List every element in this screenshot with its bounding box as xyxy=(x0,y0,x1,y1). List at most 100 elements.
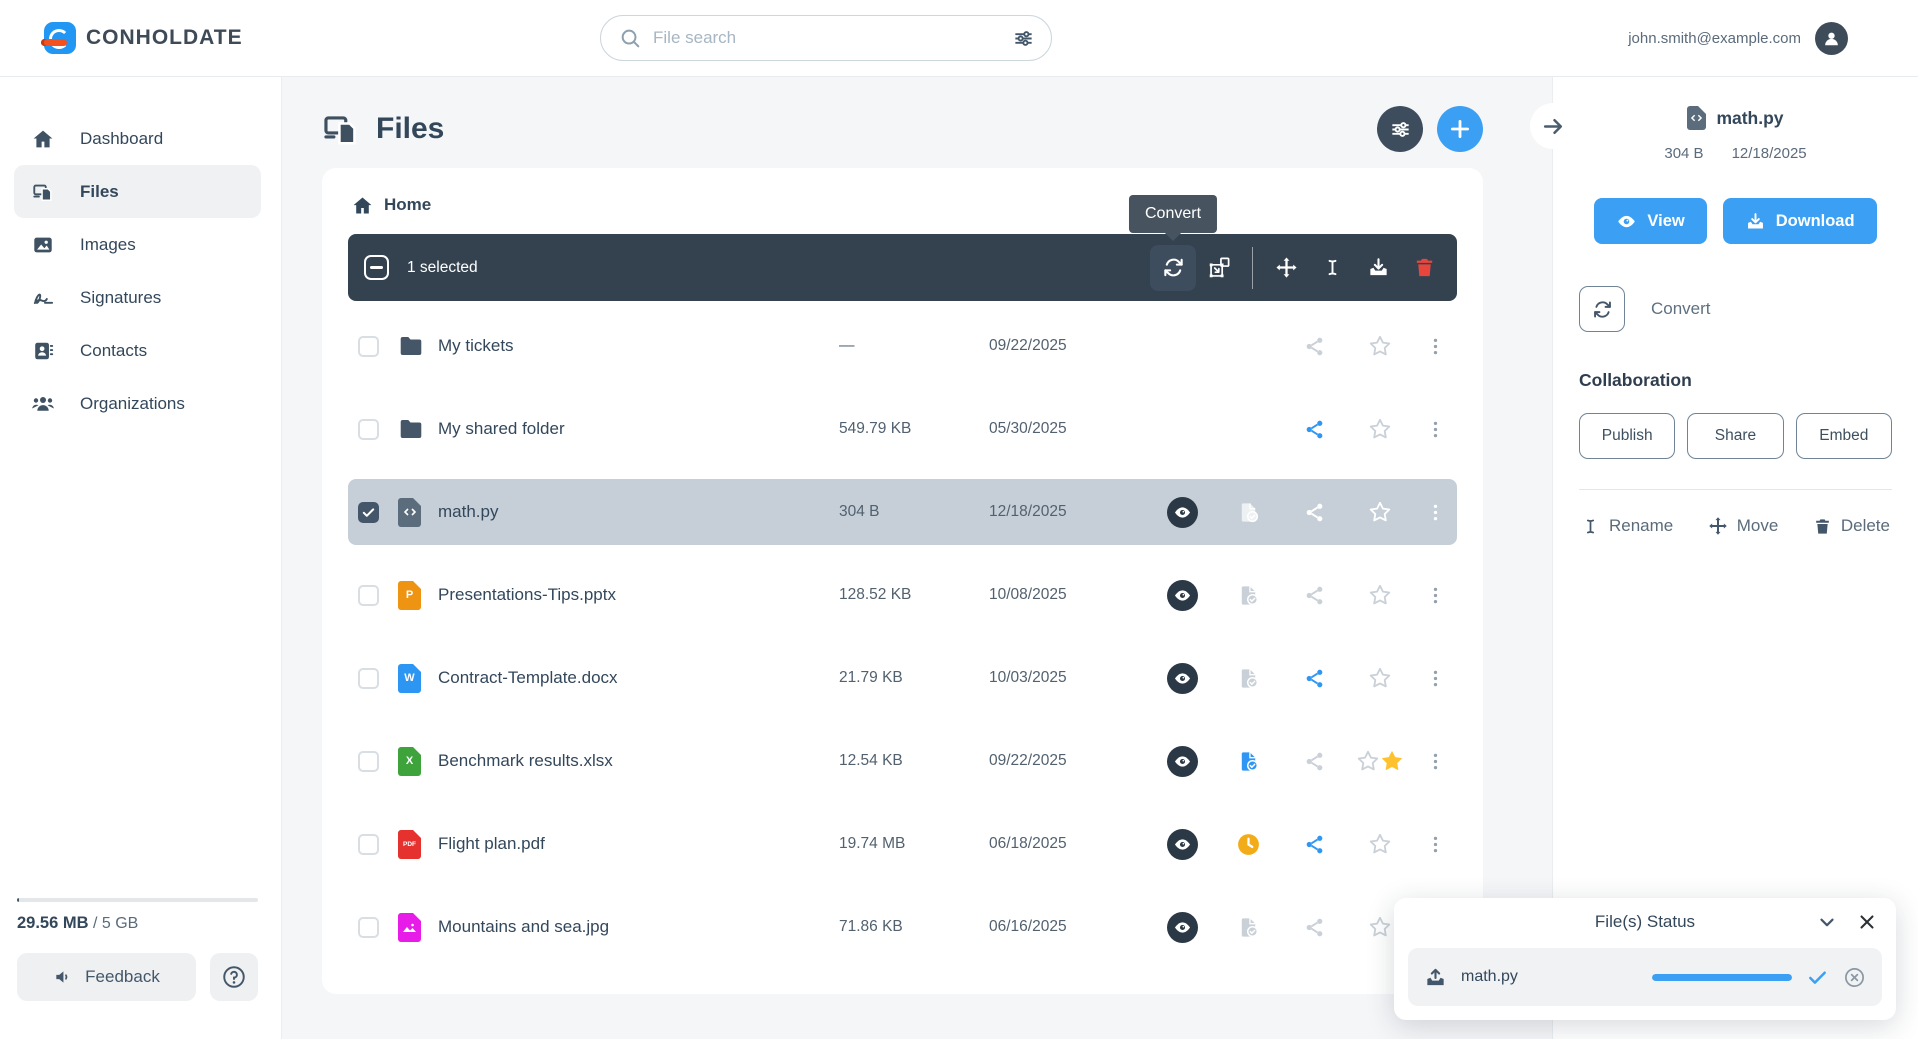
file-name[interactable]: math.py xyxy=(438,502,499,521)
preview-eye-icon[interactable] xyxy=(1166,745,1198,777)
search-filter-icon[interactable] xyxy=(1012,27,1035,50)
favorite-star-icon[interactable] xyxy=(1347,583,1413,607)
file-status-icon[interactable] xyxy=(1215,750,1281,773)
table-row[interactable]: P W X PDF My shared folder 549.79 KB 05/… xyxy=(348,396,1457,462)
row-checkbox[interactable] xyxy=(358,667,379,689)
file-size: 549.79 KB xyxy=(839,420,912,437)
file-size: 71.86 KB xyxy=(839,918,903,935)
file-status-icon[interactable] xyxy=(1215,584,1281,607)
row-menu-icon[interactable] xyxy=(1413,668,1457,689)
share-icon[interactable] xyxy=(1281,584,1347,607)
download-button[interactable] xyxy=(1355,245,1401,291)
sidebar-item-dashboard[interactable]: Dashboard xyxy=(0,112,281,165)
preview-eye-icon[interactable] xyxy=(1166,579,1198,611)
view-settings-button[interactable] xyxy=(1377,106,1423,152)
sidebar-item-organizations[interactable]: Organizations xyxy=(0,377,281,430)
feedback-button[interactable]: Feedback xyxy=(17,953,196,1001)
favorite-star-icon[interactable] xyxy=(1347,417,1413,441)
table-row[interactable]: P W X PDF Contract-Template.docx 21.79 K… xyxy=(348,645,1457,711)
move-button[interactable] xyxy=(1263,245,1309,291)
search-input[interactable] xyxy=(653,28,1012,48)
delete-button[interactable] xyxy=(1401,245,1447,291)
row-menu-icon[interactable] xyxy=(1413,419,1457,440)
file-status-icon[interactable] xyxy=(1215,501,1281,524)
share-icon[interactable] xyxy=(1281,501,1347,524)
file-name[interactable]: Contract-Template.docx xyxy=(438,668,618,687)
row-menu-icon[interactable] xyxy=(1413,336,1457,357)
favorite-star-icon[interactable] xyxy=(1347,500,1413,524)
close-icon[interactable] xyxy=(1856,911,1878,933)
file-name[interactable]: My tickets xyxy=(438,336,514,355)
merge-button[interactable] xyxy=(1196,245,1242,291)
convert-button[interactable]: Convert xyxy=(1128,194,1218,291)
row-menu-icon[interactable] xyxy=(1413,751,1457,772)
row-checkbox[interactable] xyxy=(358,916,379,938)
file-name[interactable]: Benchmark results.xlsx xyxy=(438,751,613,770)
file-name[interactable]: My shared folder xyxy=(438,419,565,438)
file-name[interactable]: Mountains and sea.jpg xyxy=(438,917,610,936)
favorite-star-icon[interactable] xyxy=(1347,915,1413,939)
row-checkbox[interactable] xyxy=(358,750,379,772)
table-row[interactable]: P W X PDF My tickets — 09/22/2025 xyxy=(348,313,1457,379)
row-checkbox[interactable] xyxy=(358,584,379,606)
favorite-star-icon[interactable] xyxy=(1347,749,1413,773)
rename-button-panel[interactable]: Rename xyxy=(1581,516,1673,536)
selected-count: 1 selected xyxy=(407,258,478,276)
file-status-icon[interactable] xyxy=(1215,916,1281,939)
convert-square-button[interactable] xyxy=(1579,286,1625,332)
chevron-down-icon[interactable] xyxy=(1816,911,1838,933)
search-bar[interactable] xyxy=(600,15,1052,61)
view-button[interactable]: View xyxy=(1594,198,1707,244)
table-row[interactable]: P W X PDF Benchmark results.xlsx 12.54 K… xyxy=(348,728,1457,794)
favorite-star-icon[interactable] xyxy=(1347,334,1413,358)
share-icon[interactable] xyxy=(1281,833,1347,856)
favorite-star-icon[interactable] xyxy=(1347,832,1413,856)
sidebar-item-images[interactable]: Images xyxy=(0,218,281,271)
file-status-icon[interactable] xyxy=(1215,667,1281,690)
select-all-checkbox[interactable] xyxy=(364,255,389,280)
preview-eye-icon[interactable] xyxy=(1166,911,1198,943)
collapse-panel-button[interactable] xyxy=(1530,103,1576,149)
file-name[interactable]: Flight plan.pdf xyxy=(438,834,545,853)
move-button-panel[interactable]: Move xyxy=(1708,516,1778,536)
download-button-panel[interactable]: Download xyxy=(1722,198,1877,244)
share-icon[interactable] xyxy=(1281,418,1347,441)
row-checkbox[interactable] xyxy=(358,833,379,855)
favorite-star-icon[interactable] xyxy=(1347,666,1413,690)
share-icon[interactable] xyxy=(1281,667,1347,690)
add-file-button[interactable] xyxy=(1437,106,1483,152)
table-row[interactable]: P W X PDF Presentations-Tips.pptx 128.52… xyxy=(348,562,1457,628)
share-icon[interactable] xyxy=(1281,750,1347,773)
share-icon[interactable] xyxy=(1281,335,1347,358)
sidebar-item-contacts[interactable]: Contacts xyxy=(0,324,281,377)
embed-button[interactable]: Embed xyxy=(1795,413,1892,459)
sidebar-item-signatures[interactable]: Signatures xyxy=(0,271,281,324)
share-icon[interactable] xyxy=(1281,916,1347,939)
preview-eye-icon[interactable] xyxy=(1166,662,1198,694)
row-menu-icon[interactable] xyxy=(1413,834,1457,855)
file-name[interactable]: Presentations-Tips.pptx xyxy=(438,585,616,604)
row-menu-icon[interactable] xyxy=(1413,502,1457,523)
share-button[interactable]: Share xyxy=(1687,413,1784,459)
row-checkbox[interactable] xyxy=(358,335,379,357)
delete-button-panel[interactable]: Delete xyxy=(1813,516,1890,536)
toolbar-divider xyxy=(1252,246,1253,289)
brand-logo[interactable]: CONHOLDATE xyxy=(41,22,243,54)
sidebar-item-files[interactable]: Files xyxy=(14,165,261,218)
preview-eye-icon[interactable] xyxy=(1166,496,1198,528)
row-checkbox[interactable] xyxy=(358,418,379,440)
breadcrumb[interactable]: Home xyxy=(348,186,1457,220)
rename-button[interactable] xyxy=(1309,245,1355,291)
publish-button[interactable]: Publish xyxy=(1579,413,1676,459)
file-status-icon[interactable] xyxy=(1215,832,1281,857)
preview-eye-icon[interactable] xyxy=(1166,828,1198,860)
user-avatar[interactable] xyxy=(1815,21,1848,55)
table-row[interactable]: P W X PDF Flight plan.pdf 19.74 MB 06/18… xyxy=(348,811,1457,877)
help-button[interactable] xyxy=(210,953,258,1001)
row-checkbox[interactable] xyxy=(358,501,379,523)
table-row[interactable]: P W X PDF math.py 304 B 12/18/2025 xyxy=(348,479,1457,545)
cancel-upload-icon[interactable] xyxy=(1843,966,1866,989)
table-row[interactable]: P W X PDF Mountains and sea.jpg 71.86 KB… xyxy=(348,894,1457,960)
row-menu-icon[interactable] xyxy=(1413,585,1457,606)
convert-label[interactable]: Convert xyxy=(1651,299,1711,318)
